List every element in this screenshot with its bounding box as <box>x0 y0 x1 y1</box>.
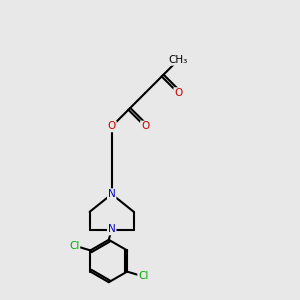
Text: O: O <box>108 122 116 131</box>
Text: Cl: Cl <box>138 272 148 281</box>
Text: O: O <box>141 122 149 131</box>
Text: N: N <box>108 189 116 199</box>
Text: N: N <box>108 224 116 235</box>
Text: Cl: Cl <box>69 241 80 250</box>
Text: O: O <box>174 88 182 98</box>
Text: CH₃: CH₃ <box>169 55 188 65</box>
